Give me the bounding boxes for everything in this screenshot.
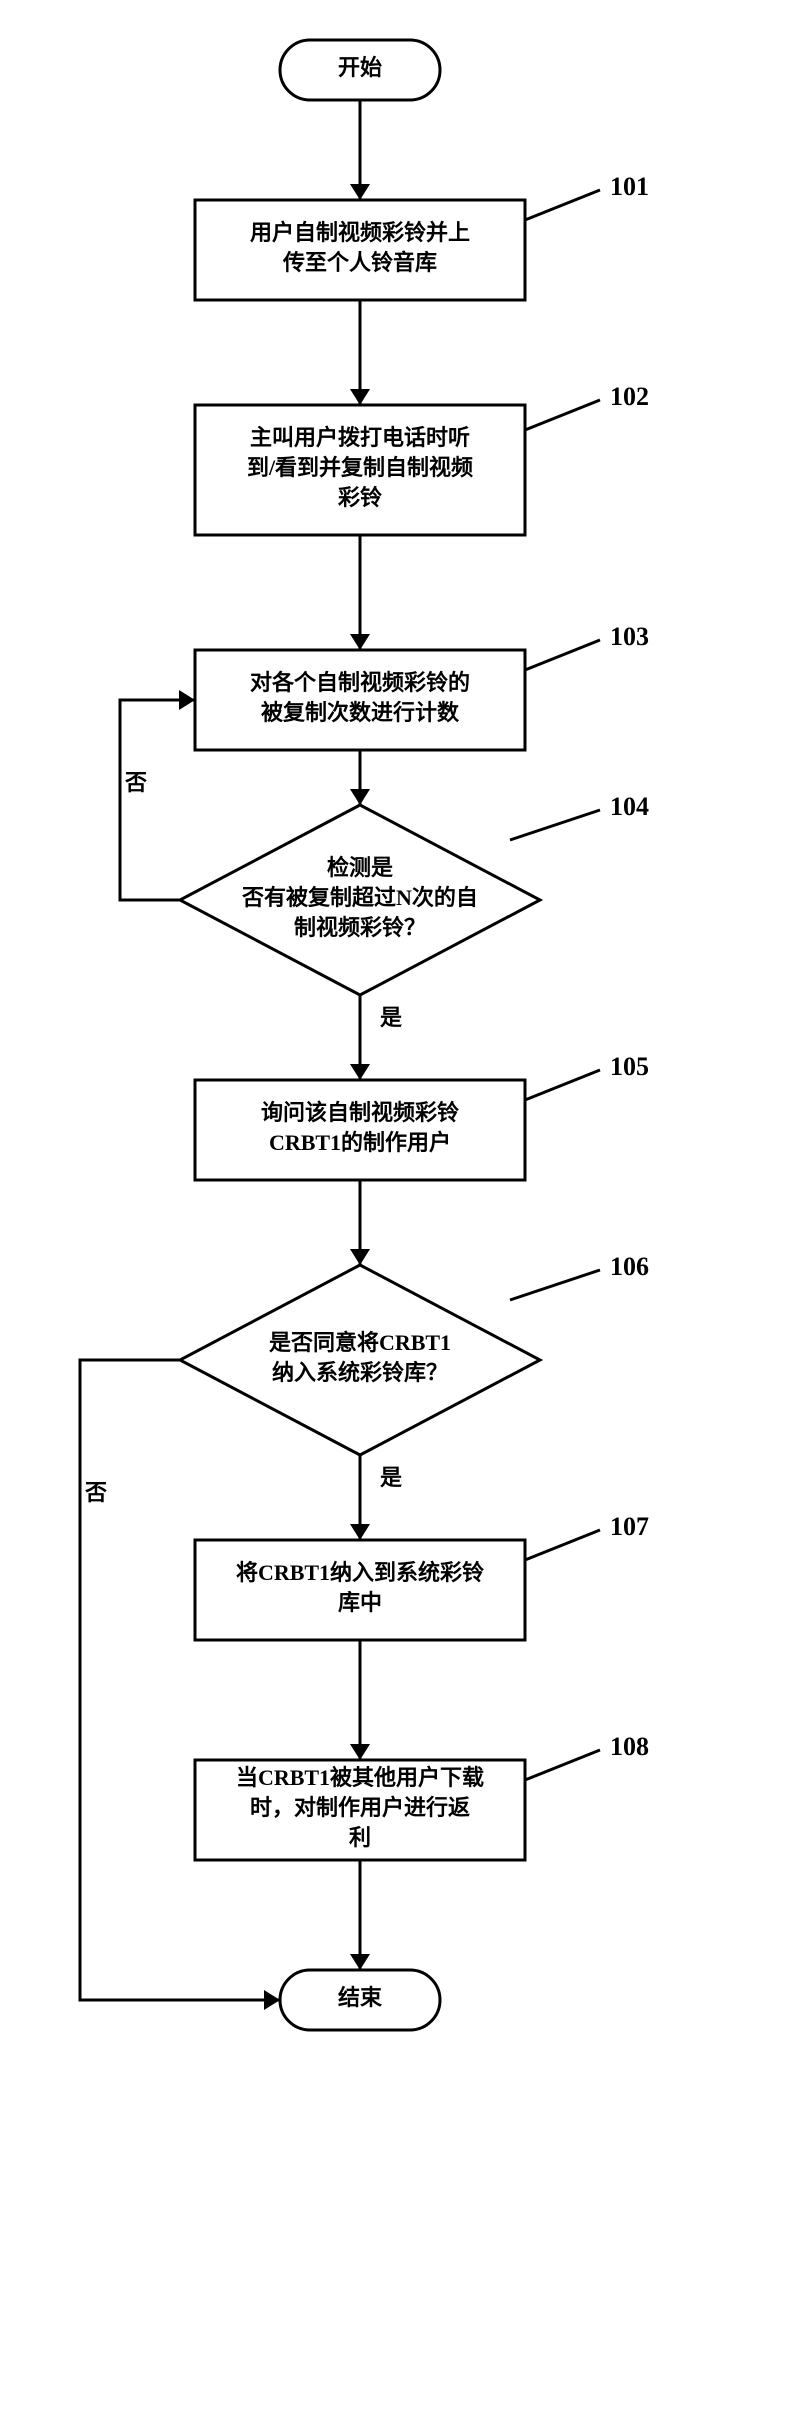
node-n103: 对各个自制视频彩铃的被复制次数进行计数 (195, 650, 525, 750)
node-n106: 是否同意将CRBT1 纳入系统彩铃库？ (180, 1265, 540, 1455)
svg-text:彩铃: 彩铃 (337, 485, 382, 510)
node-n101: 用户自制视频彩铃并上传至个人铃音库 (195, 200, 525, 300)
svg-text:开始: 开始 (338, 55, 382, 80)
svg-text:用户自制视频彩铃并上: 用户自制视频彩铃并上 (250, 220, 470, 245)
svg-text:制视频彩铃？: 制视频彩铃？ (294, 915, 426, 940)
svg-text:到/看到并复制自制视频: 到/看到并复制自制视频 (247, 455, 473, 480)
svg-text:将CRBT1纳入到系统彩铃: 将CRBT1纳入到系统彩铃 (236, 1560, 484, 1585)
svg-text:传至个人铃音库: 传至个人铃音库 (282, 250, 437, 275)
svg-text:108: 108 (610, 1732, 649, 1761)
svg-text:纳入系统彩铃库？: 纳入系统彩铃库？ (272, 1360, 448, 1385)
svg-text:主叫用户拨打电话时听: 主叫用户拨打电话时听 (250, 425, 470, 450)
svg-text:被复制次数进行计数: 被复制次数进行计数 (261, 700, 460, 725)
svg-text:询问该自制视频彩铃: 询问该自制视频彩铃 (261, 1100, 459, 1125)
svg-text:结束: 结束 (338, 1985, 383, 2010)
svg-text:否: 否 (84, 1480, 107, 1505)
svg-text:102: 102 (610, 382, 649, 411)
svg-text:103: 103 (610, 622, 649, 651)
svg-text:检测是: 检测是 (327, 855, 393, 880)
svg-text:利: 利 (349, 1825, 371, 1850)
flowchart: 是是否否开始用户自制视频彩铃并上传至个人铃音库主叫用户拨打电话时听到/看到并复制… (20, 20, 780, 2408)
node-start: 开始 (280, 40, 440, 100)
svg-text:104: 104 (610, 792, 649, 821)
svg-text:库中: 库中 (338, 1590, 382, 1615)
svg-text:时，对制作用户进行返: 时，对制作用户进行返 (250, 1795, 470, 1820)
svg-text:CRBT1的制作用户: CRBT1的制作用户 (269, 1130, 451, 1155)
svg-text:对各个自制视频彩铃的: 对各个自制视频彩铃的 (250, 670, 470, 695)
svg-text:是: 是 (380, 1005, 402, 1030)
node-end: 结束 (280, 1970, 440, 2030)
svg-text:当CRBT1被其他用户下载: 当CRBT1被其他用户下载 (236, 1765, 484, 1790)
svg-text:101: 101 (610, 172, 649, 201)
svg-text:否: 否 (124, 770, 147, 795)
svg-text:106: 106 (610, 1252, 649, 1281)
svg-text:107: 107 (610, 1512, 649, 1541)
node-n102: 主叫用户拨打电话时听到/看到并复制自制视频彩铃 (195, 405, 525, 535)
node-n108: 当CRBT1被其他用户下载时，对制作用户进行返利 (195, 1760, 525, 1860)
svg-text:否有被复制超过N次的自: 否有被复制超过N次的自 (241, 885, 478, 910)
node-n104: 检测是否有被复制超过N次的自制视频彩铃？ (180, 805, 540, 995)
node-n105: 询问该自制视频彩铃 CRBT1的制作用户 (195, 1080, 525, 1180)
svg-text:是否同意将CRBT1: 是否同意将CRBT1 (269, 1330, 451, 1355)
svg-text:是: 是 (380, 1465, 402, 1490)
svg-text:105: 105 (610, 1052, 649, 1081)
node-n107: 将CRBT1纳入到系统彩铃库中 (195, 1540, 525, 1640)
